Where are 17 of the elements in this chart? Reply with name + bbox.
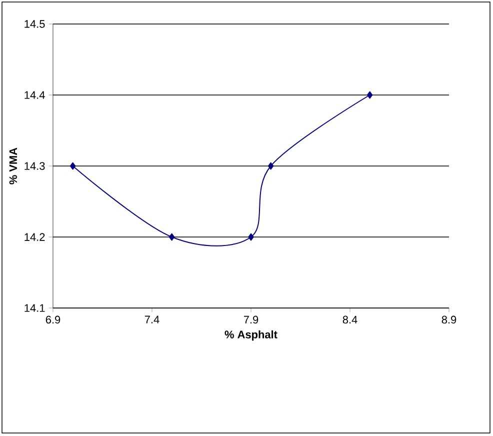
point — [366, 91, 373, 99]
y-tick-label: 14.4 — [24, 91, 45, 99]
y-tick-label: 14.3 — [24, 162, 45, 170]
x-axis-title: % Asphalt — [224, 330, 278, 341]
y-tick-label: 14.1 — [24, 304, 45, 312]
x-tick-label: 6.9 — [46, 316, 60, 324]
y-axis-title: % VMA — [9, 148, 18, 184]
x-tick-label: 8.9 — [442, 316, 456, 324]
point — [248, 233, 254, 241]
x-tick-label: 7.9 — [244, 316, 258, 324]
x-tick-label: 7.4 — [144, 316, 160, 324]
point — [268, 162, 274, 170]
point — [168, 233, 175, 241]
point — [70, 162, 76, 170]
y-tick-label: 14.2 — [24, 233, 45, 241]
x-tick-label: 8.4 — [342, 316, 358, 324]
y-tick-label: 14.5 — [24, 20, 45, 28]
